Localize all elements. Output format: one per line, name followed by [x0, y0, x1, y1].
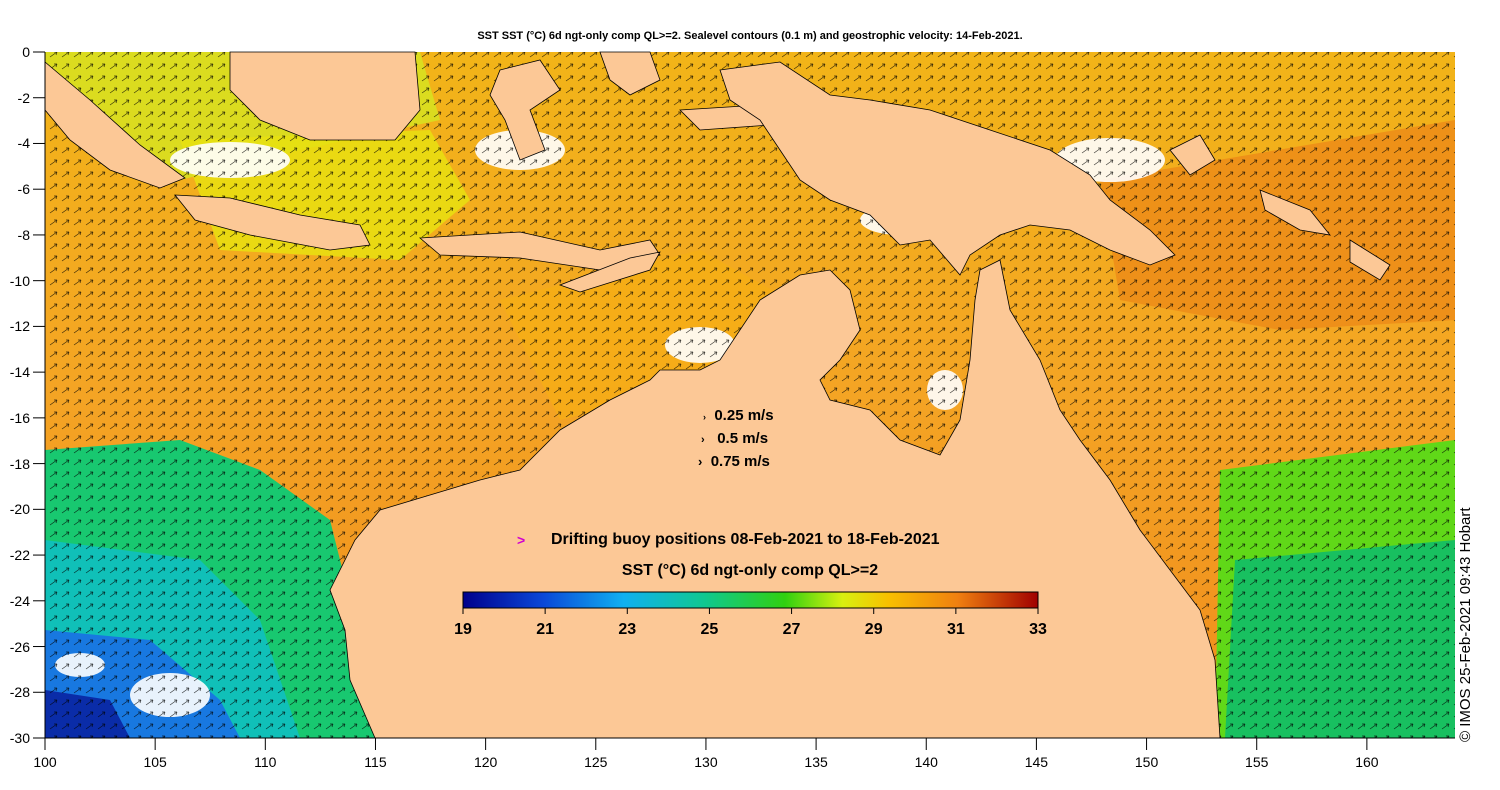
x-tick-label: 145 [1024, 754, 1049, 770]
velocity-legend-item: › 0.25 m/s [703, 407, 774, 424]
y-tick-label: -2 [17, 89, 30, 106]
y-tick-label: -6 [17, 181, 30, 198]
x-tick-label: 130 [694, 754, 718, 770]
y-tick-label: -20 [9, 501, 30, 518]
x-tick-label: 155 [1245, 754, 1269, 770]
colorbar [462, 591, 1039, 609]
colorbar-label: 33 [1029, 621, 1047, 638]
colorbar-label: 25 [700, 621, 719, 638]
colorbar-title: SST (°C) 6d ngt-only comp QL>=2 [621, 562, 879, 579]
buoy-symbol: > [517, 532, 526, 548]
y-tick-label: -16 [9, 409, 30, 426]
axes [44, 52, 1455, 739]
y-ticks [33, 51, 45, 739]
x-tick-label: 110 [254, 754, 277, 770]
colorbar-label: 19 [454, 621, 472, 638]
y-tick-label: -4 [17, 135, 30, 152]
y-tick-label: -30 [9, 730, 30, 746]
x-tick-label: 115 [364, 754, 387, 770]
credit-text: © IMOS 25-Feb-2021 09:43 Hobart [1457, 507, 1474, 742]
x-tick-label: 100 [33, 754, 57, 770]
y-tick-label: -12 [9, 318, 30, 335]
velocity-label: 0.25 m/s [714, 407, 774, 424]
colorbar-label: 27 [782, 621, 801, 638]
y-tick-label: -14 [9, 364, 30, 381]
x-tick-label: 125 [584, 754, 608, 770]
x-ticks [44, 738, 1368, 750]
x-tick-label: 105 [143, 754, 167, 770]
velocity-label: 0.75 m/s [710, 453, 770, 470]
velocity-legend-item: › 0.75 m/s [698, 453, 770, 470]
y-tick-label: -28 [9, 684, 30, 701]
y-tick-label: -22 [9, 547, 30, 564]
buoy-legend: Drifting buoy positions 08-Feb-2021 to 1… [551, 531, 940, 548]
land [44, 51, 1391, 739]
y-tick-label: -18 [9, 455, 30, 472]
velocity-label: 0.5 m/s [717, 430, 769, 447]
x-tick-label: 150 [1134, 754, 1159, 770]
y-tick-label: 0 [22, 44, 30, 60]
x-tick-label: 135 [804, 754, 828, 770]
colorbar-label: 31 [946, 621, 965, 638]
colorbar-label: 21 [536, 621, 555, 638]
colorbar-label: 29 [864, 621, 883, 638]
x-tick-label: 160 [1355, 754, 1379, 770]
velocity-legend-item: › 0.5 m/s [701, 430, 769, 447]
colorbar-label: 23 [618, 621, 637, 638]
x-tick-label: 120 [473, 754, 498, 770]
y-tick-label: -26 [9, 638, 30, 655]
map-title: SST SST (°C) 6d ngt-only comp QL>=2. Sea… [477, 30, 1023, 42]
y-tick-label: -24 [9, 592, 30, 609]
y-tick-label: -10 [9, 272, 30, 289]
y-tick-label: -8 [17, 226, 30, 243]
x-tick-label: 140 [914, 754, 938, 770]
